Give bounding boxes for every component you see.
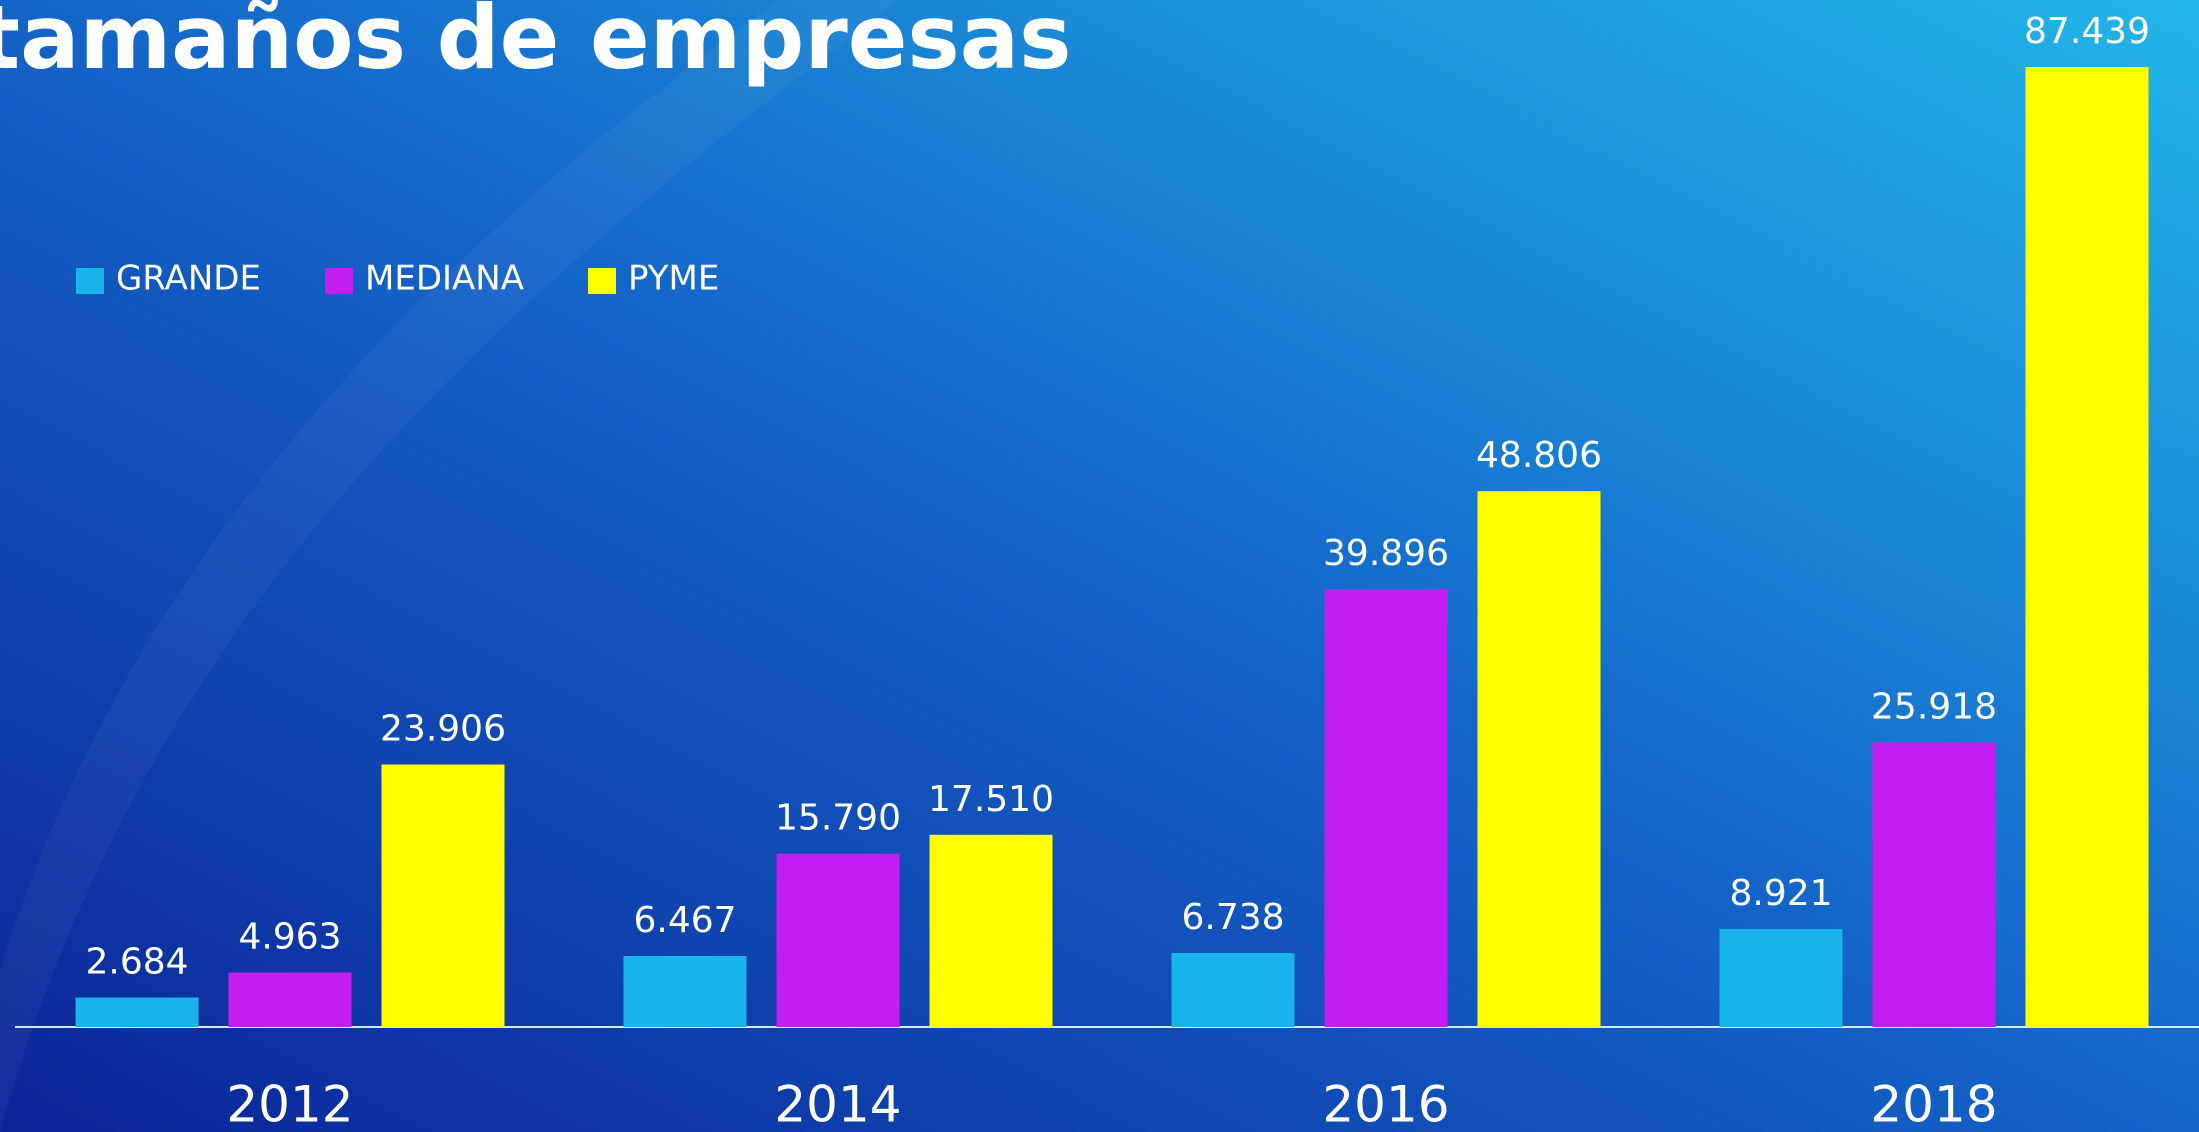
value-label: 8.921 [1729, 873, 1832, 914]
legend-label: PYME [628, 259, 719, 299]
value-label: 48.806 [1476, 435, 1602, 476]
legend-label: MEDIANA [365, 259, 524, 299]
legend-swatch [325, 268, 353, 294]
value-label: 39.896 [1323, 533, 1449, 574]
value-label: 25.918 [1871, 686, 1997, 727]
legend-swatch [76, 268, 104, 294]
value-label: 4.963 [238, 917, 341, 958]
bar [381, 764, 505, 1027]
x-tick-label: 2012 [226, 1076, 353, 1132]
x-tick-label: 2014 [774, 1076, 901, 1132]
value-label: 23.906 [380, 709, 506, 750]
value-label: 2.684 [85, 942, 188, 983]
bar [1477, 491, 1601, 1027]
x-tick-label: 2016 [1322, 1076, 1449, 1132]
value-label: 17.510 [928, 779, 1054, 820]
value-label: 6.467 [633, 900, 736, 941]
bar [623, 955, 747, 1027]
bar [1719, 929, 1843, 1027]
legend-swatch [588, 268, 616, 294]
chart-title: tamaños de empresas [0, 0, 1072, 89]
bar [1324, 588, 1448, 1027]
value-label: 15.790 [775, 798, 901, 839]
bar [776, 853, 900, 1027]
x-tick-label: 2018 [1870, 1076, 1997, 1132]
bar [228, 972, 352, 1027]
bar [2025, 67, 2149, 1027]
bar [929, 834, 1053, 1027]
value-label: 6.738 [1181, 897, 1284, 938]
bar [75, 997, 199, 1027]
legend-label: GRANDE [116, 259, 261, 299]
bar [1171, 953, 1295, 1027]
bar [1872, 742, 1996, 1027]
value-label: 87.439 [2024, 11, 2150, 52]
